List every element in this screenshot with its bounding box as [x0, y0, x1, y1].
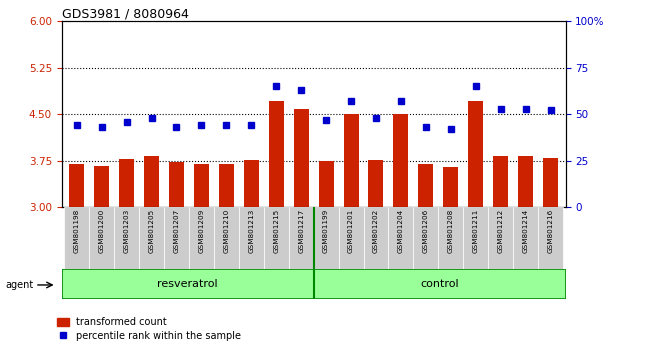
Bar	[244, 160, 259, 207]
Bar	[468, 101, 483, 207]
Bar	[289, 207, 313, 269]
Text: GSM801213: GSM801213	[248, 208, 254, 253]
Bar	[393, 114, 408, 207]
Text: GSM801211: GSM801211	[473, 208, 478, 253]
Bar	[313, 269, 566, 299]
Bar	[169, 162, 184, 207]
Text: GSM801208: GSM801208	[448, 208, 454, 253]
Text: GSM801215: GSM801215	[273, 208, 280, 253]
Bar	[339, 207, 363, 269]
Text: GSM801217: GSM801217	[298, 208, 304, 253]
Text: GSM801200: GSM801200	[99, 208, 105, 253]
Bar	[264, 207, 289, 269]
Text: GSM801209: GSM801209	[198, 208, 204, 253]
Bar	[389, 207, 413, 269]
Bar	[70, 164, 84, 207]
Text: GSM801212: GSM801212	[498, 208, 504, 253]
Bar	[119, 159, 134, 207]
Bar	[363, 207, 389, 269]
Bar	[144, 156, 159, 207]
Bar	[493, 156, 508, 207]
Text: GSM801203: GSM801203	[124, 208, 129, 253]
Bar	[239, 207, 264, 269]
Bar	[413, 207, 438, 269]
Legend: transformed count, percentile rank within the sample: transformed count, percentile rank withi…	[57, 317, 241, 341]
Text: resveratrol: resveratrol	[157, 279, 218, 289]
Text: GSM801198: GSM801198	[73, 208, 80, 253]
Bar	[194, 164, 209, 207]
Bar	[219, 164, 234, 207]
Bar	[344, 114, 359, 207]
Bar	[538, 207, 563, 269]
Bar	[369, 160, 383, 207]
Text: GSM801214: GSM801214	[523, 208, 528, 253]
Bar	[438, 207, 463, 269]
Text: GSM801205: GSM801205	[149, 208, 155, 253]
Bar	[513, 207, 538, 269]
Text: GSM801216: GSM801216	[547, 208, 554, 253]
Text: GDS3981 / 8080964: GDS3981 / 8080964	[62, 7, 188, 20]
Text: agent: agent	[5, 280, 33, 290]
Bar	[189, 207, 214, 269]
Bar	[488, 207, 513, 269]
Text: GSM801204: GSM801204	[398, 208, 404, 253]
Bar	[294, 109, 309, 207]
Bar	[268, 101, 283, 207]
Text: GSM801199: GSM801199	[323, 208, 329, 253]
Bar	[419, 164, 434, 207]
Text: GSM801207: GSM801207	[174, 208, 179, 253]
Text: GSM801201: GSM801201	[348, 208, 354, 253]
Bar	[214, 207, 239, 269]
Bar	[62, 269, 313, 299]
Bar	[164, 207, 189, 269]
Text: control: control	[421, 279, 459, 289]
Text: GSM801202: GSM801202	[373, 208, 379, 253]
Bar	[139, 207, 164, 269]
Bar	[543, 158, 558, 207]
Text: GSM801210: GSM801210	[224, 208, 229, 253]
Bar	[114, 207, 139, 269]
Bar	[64, 207, 89, 269]
Bar	[463, 207, 488, 269]
Bar	[94, 166, 109, 207]
Bar	[89, 207, 114, 269]
Bar	[443, 167, 458, 207]
Bar	[518, 156, 533, 207]
Text: GSM801206: GSM801206	[423, 208, 429, 253]
Bar	[318, 161, 333, 207]
Bar	[313, 207, 339, 269]
